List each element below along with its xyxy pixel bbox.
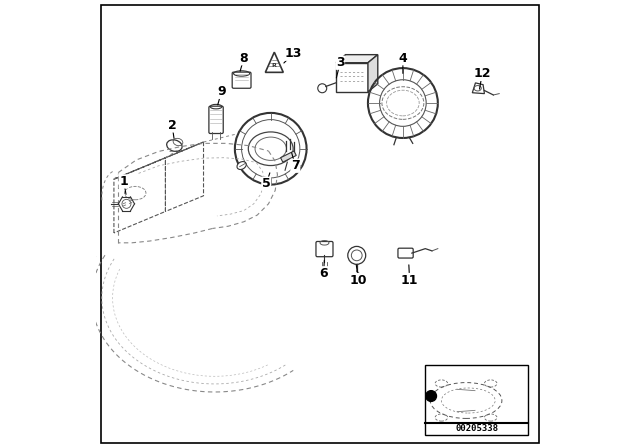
Text: 8: 8 <box>239 52 248 65</box>
Text: 7: 7 <box>291 159 300 172</box>
Text: R: R <box>272 63 276 68</box>
Polygon shape <box>280 151 296 162</box>
Text: 6: 6 <box>319 267 328 280</box>
FancyBboxPatch shape <box>209 106 223 134</box>
Ellipse shape <box>237 162 246 169</box>
Circle shape <box>426 391 436 401</box>
Polygon shape <box>472 83 484 94</box>
Text: 5: 5 <box>262 177 271 190</box>
FancyBboxPatch shape <box>232 72 251 88</box>
Polygon shape <box>336 55 378 63</box>
Text: 12: 12 <box>474 67 491 81</box>
Bar <box>425 365 528 435</box>
Text: 4: 4 <box>399 52 407 65</box>
Text: 11: 11 <box>401 273 419 287</box>
Text: 2: 2 <box>168 119 177 132</box>
Circle shape <box>348 246 365 264</box>
Text: 3: 3 <box>336 56 344 69</box>
Polygon shape <box>266 52 284 72</box>
Text: 00205338: 00205338 <box>455 424 499 433</box>
Polygon shape <box>336 63 368 92</box>
Polygon shape <box>368 55 378 92</box>
Text: 9: 9 <box>217 85 226 99</box>
FancyBboxPatch shape <box>398 248 413 258</box>
Circle shape <box>351 250 362 261</box>
FancyBboxPatch shape <box>316 241 333 257</box>
Text: 10: 10 <box>350 273 367 287</box>
Text: 13: 13 <box>284 47 302 60</box>
Text: 1: 1 <box>120 175 128 188</box>
Circle shape <box>317 84 327 93</box>
